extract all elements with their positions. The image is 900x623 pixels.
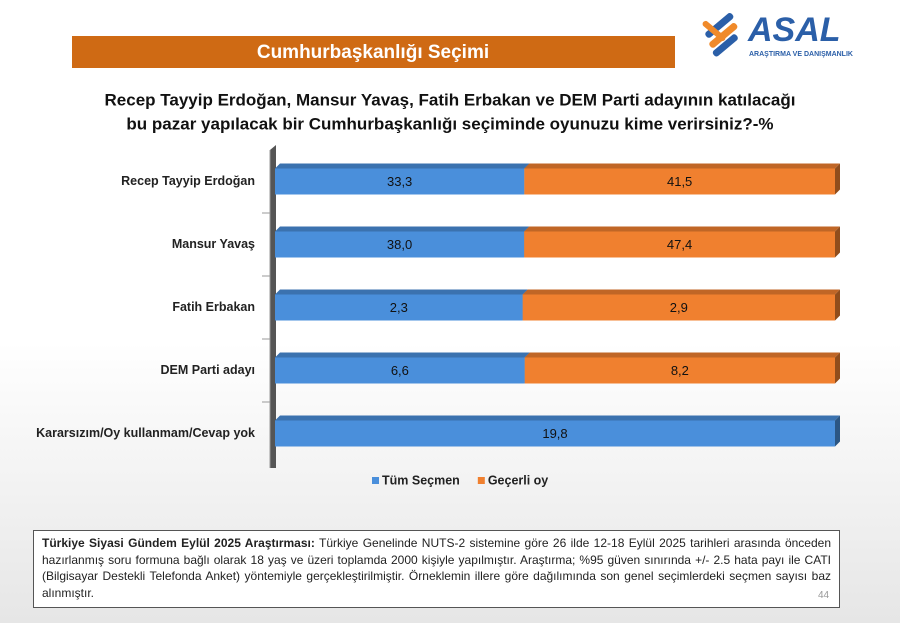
logo-subtitle: ARAŞTIRMA VE DANIŞMANLIK xyxy=(749,51,853,58)
legend-label: Geçerli oy xyxy=(488,473,548,487)
value-label: 8,2 xyxy=(671,363,689,378)
bar-side xyxy=(835,163,840,195)
bar xyxy=(275,231,525,258)
bar xyxy=(524,357,835,384)
category-label: Kararsızım/Oy kullanmam/Cevap yok xyxy=(36,426,255,440)
bar-top xyxy=(275,415,840,421)
bar xyxy=(275,168,525,195)
bar-side xyxy=(835,415,840,447)
category-label: Mansur Yavaş xyxy=(172,237,255,251)
footnote-lead: Türkiye Siyasi Gündem Eylül 2025 Araştır… xyxy=(42,536,315,550)
value-label: 33,3 xyxy=(387,174,412,189)
value-label: 38,0 xyxy=(387,237,412,252)
value-label: 2,9 xyxy=(670,300,688,315)
value-label: 6,6 xyxy=(391,363,409,378)
bar-top xyxy=(275,163,530,169)
bar xyxy=(524,168,835,195)
bar xyxy=(522,294,835,321)
slide-title: Cumhurbaşkanlığı Seçimi xyxy=(257,42,489,63)
legend-swatch xyxy=(477,477,485,484)
bar-side xyxy=(835,226,840,258)
category-label: Recep Tayyip Erdoğan xyxy=(121,174,255,188)
bar xyxy=(275,420,835,447)
category-label: Fatih Erbakan xyxy=(172,300,255,314)
value-label: 41,5 xyxy=(667,174,692,189)
logo: ASAL xyxy=(747,11,841,49)
question: Recep Tayyip Erdoğan, Mansur Yavaş, Fati… xyxy=(105,90,796,109)
bar-top xyxy=(522,289,840,295)
bar-side xyxy=(835,352,840,384)
page-number: 44 xyxy=(818,590,830,601)
bar-side xyxy=(835,289,840,321)
footnote: Türkiye Siyasi Gündem Eylül 2025 Araştır… xyxy=(33,530,840,608)
bar xyxy=(275,357,525,384)
bar-top xyxy=(275,289,528,295)
value-label: 19,8 xyxy=(542,426,567,441)
title-banner xyxy=(72,36,675,68)
bar xyxy=(524,231,835,258)
value-label: 2,3 xyxy=(390,300,408,315)
legend-swatch xyxy=(372,477,379,484)
value-label: 47,4 xyxy=(667,237,692,252)
bar-top xyxy=(524,163,840,169)
category-label: DEM Parti adayı xyxy=(161,363,255,377)
bar-top xyxy=(524,226,840,232)
legend-label: Tüm Seçmen xyxy=(382,473,460,487)
bar-top xyxy=(275,352,530,358)
footnote-text: Türkiye Genelinde NUTS-2 sistemine göre … xyxy=(42,536,831,600)
logo-icon xyxy=(702,13,738,57)
bar-top xyxy=(524,352,840,358)
question: bu pazar yapılacak bir Cumhurbaşkanlığı … xyxy=(126,114,773,133)
bar-top xyxy=(275,226,530,232)
axis-wall xyxy=(270,145,276,468)
bar xyxy=(275,294,523,321)
